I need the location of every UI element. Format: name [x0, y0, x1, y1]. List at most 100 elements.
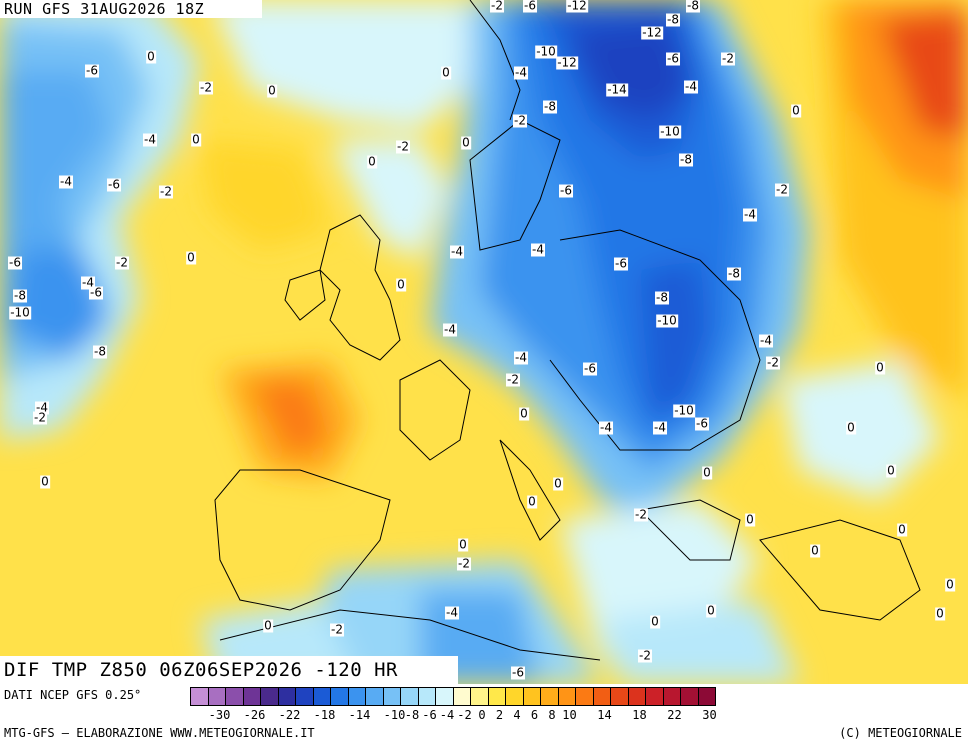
- legend-swatch: [207, 687, 226, 706]
- contour-label: 0: [702, 465, 712, 480]
- contour-label: -6: [666, 51, 680, 66]
- legend-swatch: [680, 687, 699, 706]
- legend-tick: 2: [495, 708, 504, 722]
- contour-label: -4: [143, 132, 157, 147]
- contour-label: 0: [519, 406, 529, 421]
- contour-label: -10: [656, 313, 678, 328]
- legend-swatch: [417, 687, 436, 706]
- contour-label: -8: [686, 0, 700, 13]
- legend-tick: -6: [422, 708, 437, 722]
- legend-tick: 4: [513, 708, 521, 722]
- temperature-anomaly-map: RUN GFS 31AUG2026 18Z -2 -6 -12 -8 -8 -12 -10-…: [0, 0, 968, 684]
- contour-label: 0: [267, 83, 277, 98]
- contour-label: -4: [35, 400, 49, 415]
- contour-label: 0: [458, 537, 468, 552]
- legend-swatch: [365, 687, 384, 706]
- contour-label: 0: [875, 360, 885, 375]
- contour-label: 0: [186, 250, 196, 265]
- legend-tick: 30: [702, 708, 717, 722]
- contour-label: -2: [115, 255, 129, 270]
- contour-label: -2: [638, 648, 652, 663]
- contour-label: -2: [159, 184, 173, 199]
- legend-swatch: [382, 687, 401, 706]
- legend-tick: -10: [383, 708, 406, 722]
- contour-label: -12: [566, 0, 588, 13]
- legend-swatch: [505, 687, 524, 706]
- map-title: DIF TMP Z850 06Z06SEP2026 -120 HR: [0, 656, 458, 684]
- contour-label: 0: [706, 603, 716, 618]
- contour-label: 0: [396, 277, 406, 292]
- contour-label: 0: [945, 577, 955, 592]
- legend-tick: -14: [348, 708, 371, 722]
- legend-tick: 6: [530, 708, 539, 722]
- contour-label: 0: [367, 154, 377, 169]
- legend-tick: -22: [278, 708, 301, 722]
- legend-tick: 22: [667, 708, 682, 722]
- contour-label: -8: [543, 99, 557, 114]
- contour-label: -6: [85, 63, 99, 78]
- legend-swatch: [575, 687, 594, 706]
- contour-label: -6: [583, 361, 597, 376]
- legend-swatch: [260, 687, 279, 706]
- contour-label: -6: [8, 255, 22, 270]
- data-source: DATI NCEP GFS 0.25°: [4, 688, 142, 702]
- contour-label: 0: [935, 606, 945, 621]
- contour-label: 0: [553, 476, 563, 491]
- contour-label: 0: [146, 49, 156, 64]
- contour-label: 0: [461, 135, 471, 150]
- legend-tick: 0: [478, 708, 486, 722]
- contour-label: -10: [659, 124, 681, 139]
- contour-label: -2: [634, 507, 648, 522]
- contour-label: -4: [443, 322, 457, 337]
- legend-swatch: [522, 687, 541, 706]
- run-label: RUN GFS 31AUG2026 18Z: [0, 0, 262, 18]
- legend-swatch: [487, 687, 506, 706]
- legend-swatch: [452, 687, 471, 706]
- contour-label: -4: [599, 420, 613, 435]
- legend-swatch: [540, 687, 559, 706]
- legend-swatch: [190, 687, 209, 706]
- legend-tick: -2: [457, 708, 472, 722]
- legend-swatch: [645, 687, 664, 706]
- legend-swatch: [295, 687, 314, 706]
- contour-label: -2: [775, 182, 789, 197]
- legend-tick: -26: [243, 708, 266, 722]
- contour-label: -10: [673, 403, 695, 418]
- contour-label: -10: [9, 305, 31, 320]
- legend-tick: 14: [597, 708, 612, 722]
- contour-label: 0: [263, 618, 273, 633]
- contour-label: -2: [766, 355, 780, 370]
- contour-label: -10: [535, 44, 557, 59]
- legend-tick: 8: [548, 708, 556, 722]
- legend-swatch: [330, 687, 349, 706]
- credit-left: MTG-GFS — ELABORAZIONE WWW.METEOGIORNALE…: [4, 726, 315, 740]
- legend-swatch: [225, 687, 244, 706]
- legend-swatch: [435, 687, 454, 706]
- contour-label: -6: [511, 665, 525, 680]
- contour-label: -2: [199, 80, 213, 95]
- contour-label: -4: [531, 242, 545, 257]
- contour-label: 0: [846, 420, 856, 435]
- contour-label: -8: [666, 12, 680, 27]
- contour-label: 0: [191, 132, 201, 147]
- contour-label: -6: [559, 183, 573, 198]
- legend-swatch: [592, 687, 611, 706]
- map-canvas: [0, 0, 968, 684]
- contour-label: -2: [721, 51, 735, 66]
- contour-label: -4: [759, 333, 773, 348]
- credit-right: (C) METEOGIORNALE: [839, 726, 962, 740]
- legend-swatch: [697, 687, 716, 706]
- contour-label: 0: [897, 522, 907, 537]
- contour-label: 0: [791, 103, 801, 118]
- legend-swatch: [277, 687, 296, 706]
- contour-label: -6: [107, 177, 121, 192]
- legend-swatch: [470, 687, 489, 706]
- legend-swatch: [662, 687, 681, 706]
- contour-label: -4: [514, 65, 528, 80]
- contour-label: -6: [614, 256, 628, 271]
- contour-label: -2: [396, 139, 410, 154]
- legend-tick: -4: [439, 708, 455, 722]
- legend-swatch: [400, 687, 419, 706]
- legend-swatch: [242, 687, 261, 706]
- contour-label: -8: [727, 266, 741, 281]
